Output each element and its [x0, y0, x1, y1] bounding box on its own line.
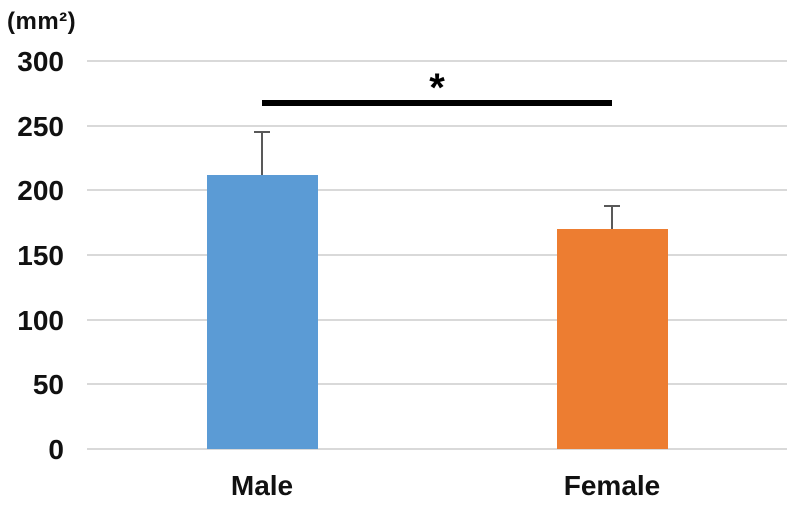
y-tick-label: 100	[17, 304, 64, 336]
error-bar-stem	[611, 205, 613, 230]
y-tick-label: 200	[17, 175, 64, 207]
y-tick-label: 50	[32, 369, 64, 401]
bar-male	[206, 174, 318, 449]
x-axis-label-male: Male	[230, 470, 294, 501]
y-axis-unit-label: (mm²)	[7, 8, 77, 35]
significance-asterisk: *	[429, 66, 445, 110]
y-tick-label: 250	[17, 110, 64, 142]
error-bar-cap	[254, 131, 270, 134]
gridline	[87, 318, 787, 321]
x-axis-label-female: Female	[563, 470, 661, 501]
bar-female	[556, 229, 668, 449]
error-bar-cap	[604, 204, 620, 207]
significance-line	[262, 100, 612, 106]
gridline	[87, 383, 787, 386]
y-tick-label: 0	[48, 434, 64, 465]
y-tick-label: 150	[17, 240, 64, 271]
y-tick-label: 300	[17, 46, 64, 77]
gridline	[87, 60, 787, 62]
gridline	[87, 124, 787, 127]
gridline	[87, 254, 787, 256]
error-bar-stem	[261, 132, 263, 175]
gridline	[87, 448, 787, 450]
gridline	[87, 189, 787, 192]
